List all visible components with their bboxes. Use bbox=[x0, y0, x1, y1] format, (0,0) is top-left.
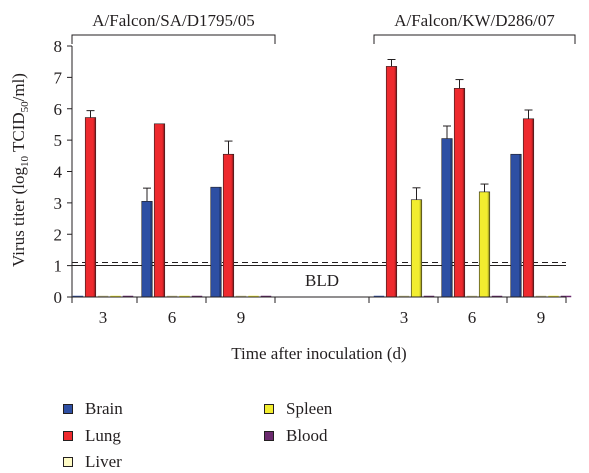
group-brackets: A/Falcon/SA/D1795/05 A/Falcon/KW/D286/07 bbox=[71, 11, 576, 44]
y-tick-label: 6 bbox=[54, 100, 63, 119]
y-tick-label: 3 bbox=[54, 194, 63, 213]
bar-shade bbox=[531, 118, 534, 297]
bld-label: BLD bbox=[305, 271, 339, 290]
x-tick-label: 9 bbox=[537, 308, 546, 327]
bar-shade bbox=[487, 191, 490, 297]
bar-shade bbox=[450, 138, 453, 297]
x-tick-label: 6 bbox=[168, 308, 177, 327]
axes-layer: 0 1 2 3 4 5 6 7 8 3 6 9 3 6 9 bbox=[54, 37, 567, 327]
y-axis-label: Virus titer (log10 TCID50/ml) bbox=[9, 73, 31, 267]
y-tick-label: 1 bbox=[54, 257, 63, 276]
bar-shade bbox=[219, 187, 222, 297]
x-tick-label: 9 bbox=[237, 308, 246, 327]
y-tick-label: 8 bbox=[54, 37, 63, 56]
bar-shade bbox=[93, 117, 96, 297]
bar-shade bbox=[162, 123, 165, 297]
y-tick-label: 0 bbox=[54, 288, 63, 307]
bar-shade bbox=[231, 154, 234, 297]
x-axis-label: Time after inoculation (d) bbox=[231, 344, 406, 363]
x-tick-label: 3 bbox=[99, 308, 108, 327]
y-tick-label: 4 bbox=[54, 163, 63, 182]
group-label: A/Falcon/SA/D1795/05 bbox=[92, 11, 254, 30]
y-tick-label: 5 bbox=[54, 131, 63, 150]
group-bracket bbox=[373, 34, 576, 44]
bar-shade bbox=[462, 88, 465, 297]
bar-shade bbox=[394, 66, 397, 297]
bar-shade bbox=[419, 199, 422, 297]
y-tick-label: 2 bbox=[54, 225, 63, 244]
bar-shade bbox=[519, 154, 522, 297]
x-tick-label: 3 bbox=[400, 308, 409, 327]
x-tick-label: 6 bbox=[468, 308, 477, 327]
y-tick-label: 7 bbox=[54, 68, 63, 87]
bar-shade bbox=[150, 201, 153, 297]
bar-layer bbox=[72, 58, 572, 298]
group-label: A/Falcon/KW/D286/07 bbox=[394, 11, 555, 30]
group-bracket bbox=[71, 34, 276, 44]
